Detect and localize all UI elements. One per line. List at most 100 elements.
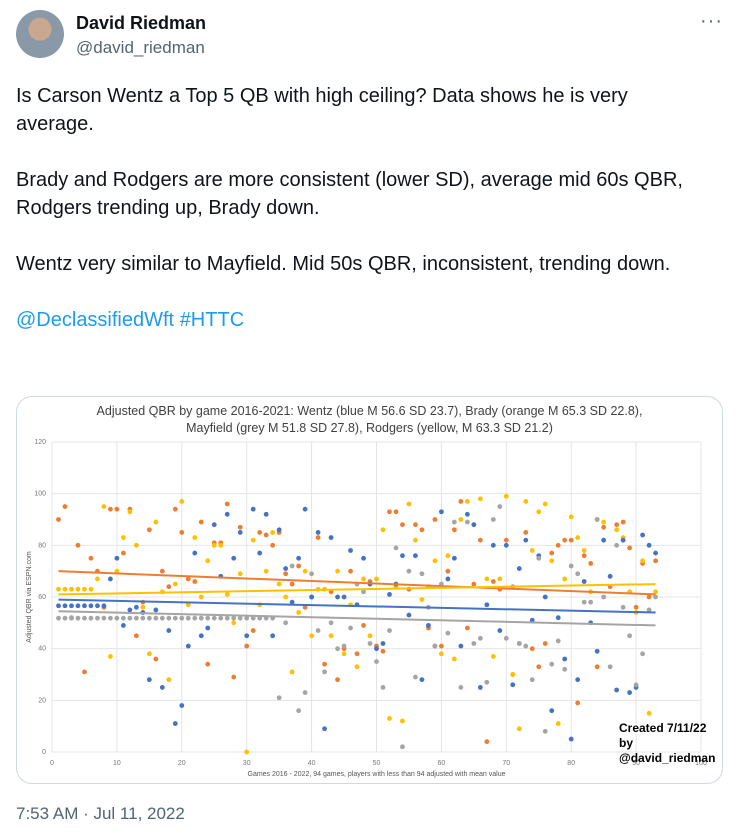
data-point-mayfield — [413, 674, 418, 680]
data-point-brady — [439, 643, 444, 649]
data-point-wentz — [477, 685, 483, 690]
data-point-mayfield — [614, 542, 620, 548]
data-point-wentz — [192, 550, 198, 556]
data-point-wentz — [153, 607, 159, 613]
data-point-brady — [484, 739, 490, 745]
data-point-brady — [503, 537, 509, 543]
data-point-brady — [56, 517, 61, 522]
data-point-brady — [153, 656, 159, 662]
data-point-brady — [445, 568, 451, 574]
data-point-brady — [477, 537, 483, 543]
data-point-mayfield — [120, 615, 126, 621]
data-point-rodgers — [562, 576, 568, 582]
data-point-mayfield — [374, 659, 379, 664]
data-point-wentz — [276, 527, 282, 533]
author-name[interactable]: David Riedman — [76, 13, 207, 33]
data-point-mayfield — [185, 615, 191, 621]
timestamp[interactable]: 7:53 AM · Jul 11, 2022 — [16, 804, 185, 823]
data-point-brady — [451, 527, 457, 533]
data-point-brady — [82, 669, 87, 675]
data-point-mayfield — [588, 599, 594, 605]
data-point-brady — [581, 553, 587, 559]
x-tick-label: 100 — [695, 760, 707, 767]
data-point-mayfield — [341, 643, 347, 649]
data-point-wentz — [296, 555, 302, 561]
hashtag-link[interactable]: #HTTC — [179, 309, 245, 331]
x-tick-label: 50 — [373, 760, 381, 767]
data-point-wentz — [341, 594, 347, 600]
data-point-wentz — [224, 511, 230, 517]
data-point-mayfield — [393, 545, 399, 551]
x-tick-label: 70 — [502, 760, 510, 767]
data-point-rodgers — [536, 509, 542, 515]
data-point-rodgers — [309, 633, 314, 639]
data-point-wentz — [75, 603, 81, 609]
data-point-rodgers — [646, 710, 652, 716]
data-point-brady — [159, 568, 165, 574]
data-point-brady — [172, 506, 178, 512]
data-point-mayfield — [471, 641, 477, 646]
author-handle[interactable]: @david_riedman — [76, 38, 205, 57]
data-point-brady — [231, 674, 237, 680]
scatter-plot: 0 10 20 30 40 50 60 70 80 90 100 0 20 40 60 80 100 120 Gam… — [26, 439, 707, 778]
data-point-brady — [471, 581, 477, 587]
data-point-mayfield — [309, 571, 314, 577]
trendline-mayfield — [58, 610, 656, 627]
data-point-brady — [620, 519, 626, 525]
data-point-mayfield — [276, 695, 282, 701]
data-point-wentz — [166, 628, 172, 633]
data-point-rodgers — [231, 620, 237, 626]
data-point-mayfield — [192, 615, 198, 621]
data-point-wentz — [114, 555, 120, 561]
chart-image[interactable]: Adjusted QBR by game 2016-2021: Wentz (b… — [16, 396, 723, 784]
data-point-wentz — [328, 535, 334, 540]
data-point-rodgers — [270, 530, 276, 535]
data-point-brady — [523, 530, 529, 535]
data-point-mayfield — [594, 517, 600, 522]
data-point-rodgers — [419, 597, 425, 602]
data-point-brady — [393, 509, 399, 515]
data-point-rodgers — [477, 496, 483, 502]
data-point-rodgers — [614, 527, 620, 533]
data-point-mayfield — [568, 563, 574, 569]
data-point-rodgers — [179, 499, 185, 504]
data-point-mayfield — [88, 615, 94, 621]
avatar[interactable] — [16, 10, 64, 58]
mention-link[interactable]: @DeclassifiedWft — [16, 309, 175, 331]
data-point-mayfield — [484, 679, 490, 685]
data-point-wentz — [127, 607, 133, 613]
data-point-rodgers — [458, 517, 464, 522]
data-point-wentz — [451, 555, 457, 561]
data-point-rodgers — [542, 501, 548, 507]
data-point-wentz — [159, 685, 165, 690]
data-point-brady — [146, 527, 152, 533]
y-tick-label: 60 — [38, 594, 46, 601]
data-point-rodgers — [400, 718, 405, 724]
data-point-wentz — [601, 537, 607, 543]
data-point-wentz — [549, 708, 555, 714]
data-point-brady — [263, 532, 269, 538]
data-point-mayfield — [114, 615, 120, 621]
data-point-mayfield — [218, 615, 224, 621]
data-point-rodgers — [172, 581, 178, 587]
annotation-line: Created 7/11/22 by — [619, 721, 707, 750]
y-tick-label: 0 — [42, 749, 46, 756]
data-point-rodgers — [555, 721, 561, 726]
data-point-wentz — [497, 628, 503, 633]
data-point-brady — [413, 522, 418, 528]
data-point-wentz — [244, 633, 250, 639]
data-point-wentz — [185, 643, 191, 649]
data-point-mayfield — [529, 677, 535, 683]
data-point-brady — [400, 522, 405, 528]
data-point-mayfield — [95, 615, 100, 621]
data-point-wentz — [172, 721, 178, 726]
data-point-rodgers — [276, 581, 282, 587]
data-point-wentz — [426, 623, 431, 628]
data-point-wentz — [133, 604, 139, 610]
data-point-brady — [192, 579, 198, 584]
data-point-rodgers — [56, 586, 61, 592]
data-point-rodgers — [302, 568, 308, 574]
data-point-rodgers — [575, 535, 581, 540]
more-icon[interactable]: ··· — [700, 10, 723, 32]
data-point-rodgers — [198, 594, 204, 600]
